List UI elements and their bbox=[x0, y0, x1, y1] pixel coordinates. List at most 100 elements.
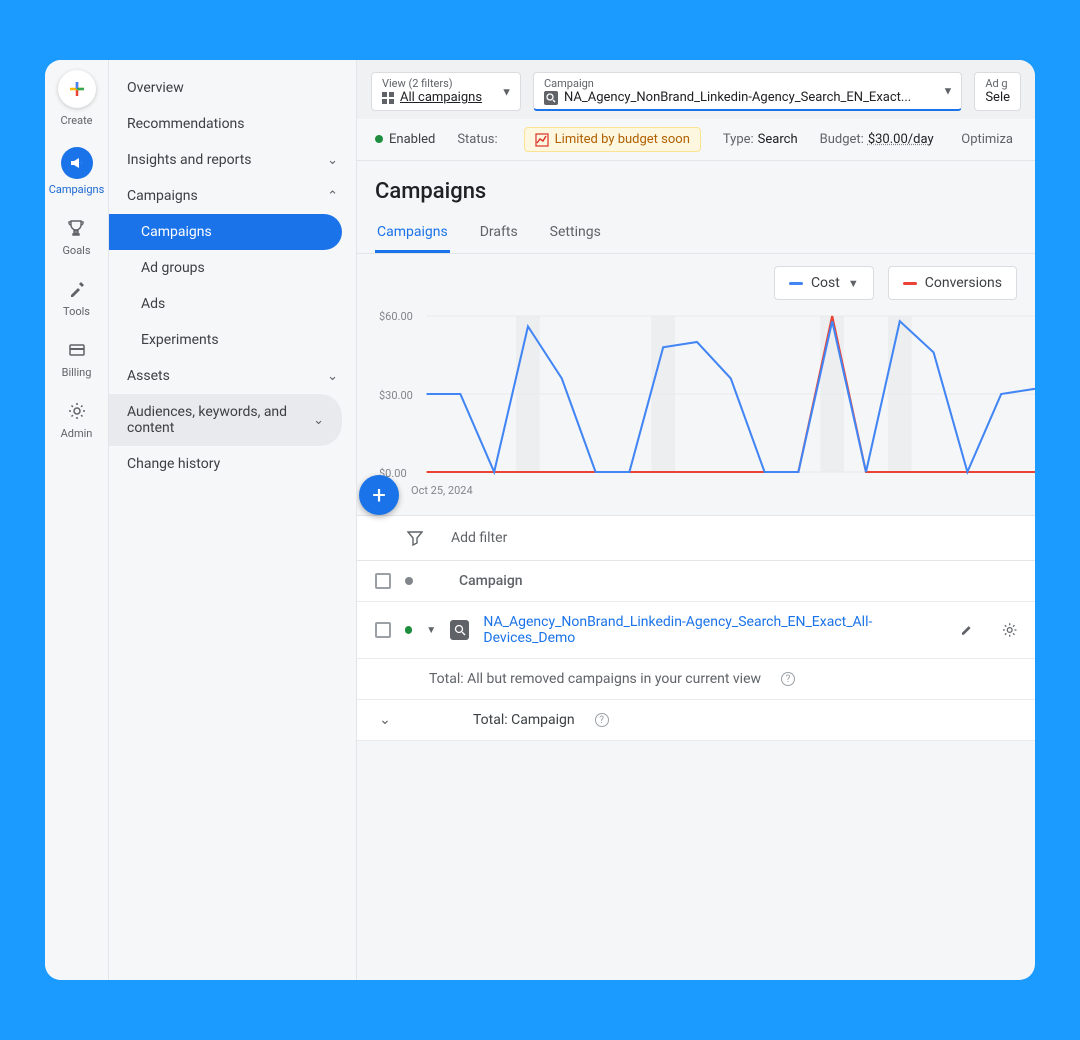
total-campaign-label: Total: Campaign bbox=[473, 712, 575, 728]
nav-experiments[interactable]: Experiments bbox=[109, 322, 356, 358]
caret-down-icon: ▼ bbox=[942, 85, 953, 98]
select-all-checkbox[interactable] bbox=[375, 573, 391, 589]
filter-icon bbox=[407, 530, 423, 546]
grid-icon bbox=[382, 92, 394, 104]
scope-selectors: View (2 filters) All campaigns ▼ Campaig… bbox=[357, 60, 1035, 119]
cost-metric-chip[interactable]: Cost ▼ bbox=[774, 266, 874, 300]
chart-warn-icon bbox=[535, 133, 549, 147]
y-axis: $60.00 $30.00 $0.00 bbox=[379, 310, 413, 480]
rail-campaigns-label: Campaigns bbox=[49, 183, 105, 196]
gear-icon bbox=[65, 399, 89, 423]
table-row: ▼ NA_Agency_NonBrand_Linkedin-Agency_Sea… bbox=[357, 602, 1035, 659]
caret-down-icon: ▼ bbox=[501, 85, 512, 98]
status-dropdown[interactable]: ▼ bbox=[426, 625, 436, 636]
nav-assets[interactable]: Assets⌄ bbox=[109, 358, 356, 394]
add-filter-label: Add filter bbox=[451, 530, 507, 546]
nav-audiences[interactable]: Audiences, keywords, and content⌄ bbox=[109, 394, 342, 446]
table-header-row: Campaign bbox=[357, 561, 1035, 602]
plus-icon bbox=[58, 70, 96, 108]
nav-overview[interactable]: Overview bbox=[109, 70, 356, 106]
help-icon[interactable]: ? bbox=[595, 713, 609, 727]
tools-icon bbox=[65, 277, 89, 301]
edit-icon[interactable] bbox=[960, 623, 973, 637]
status-bar: Enabled Status: Limited by budget soon T… bbox=[357, 119, 1035, 161]
sidebar: Overview Recommendations Insights and re… bbox=[109, 60, 357, 980]
campaigns-table: Campaign ▼ NA_Agency_NonBrand_Linkedin-A… bbox=[357, 560, 1035, 741]
search-type-icon bbox=[450, 620, 469, 640]
conversions-swatch bbox=[903, 282, 917, 285]
conversions-label: Conversions bbox=[925, 275, 1002, 291]
nav-ads[interactable]: Ads bbox=[109, 286, 356, 322]
col-campaign[interactable]: Campaign bbox=[459, 573, 523, 589]
app-window: Create Campaigns Goals Tools Billing bbox=[45, 60, 1035, 980]
add-fab[interactable]: + bbox=[359, 475, 399, 515]
campaign-selector[interactable]: Campaign NA_Agency_NonBrand_Linkedin-Age… bbox=[533, 72, 962, 111]
rail-tools-label: Tools bbox=[63, 305, 90, 318]
campaign-label: Campaign bbox=[544, 77, 951, 90]
megaphone-icon bbox=[61, 147, 93, 179]
cost-label: Cost bbox=[811, 275, 840, 291]
tab-settings[interactable]: Settings bbox=[548, 214, 603, 253]
optimization-kv: Optimiza bbox=[961, 132, 1017, 147]
view-value: All campaigns bbox=[400, 90, 482, 105]
tab-drafts[interactable]: Drafts bbox=[478, 214, 520, 253]
nav-campaigns-group[interactable]: Campaigns⌃ bbox=[109, 178, 356, 214]
status-dot-green bbox=[405, 626, 413, 634]
rail-campaigns[interactable]: Campaigns bbox=[49, 147, 105, 196]
chevron-down-icon: ⌄ bbox=[313, 413, 324, 428]
type-kv: Type:Search bbox=[723, 132, 798, 147]
search-icon bbox=[544, 91, 558, 105]
status-header-icon bbox=[405, 577, 413, 585]
status-kv: Status: bbox=[457, 132, 501, 147]
metric-selectors: Cost ▼ Conversions bbox=[357, 254, 1035, 312]
chart-area: $60.00 $30.00 $0.00 Oct 25, 2024 + bbox=[357, 312, 1035, 501]
rail-admin-label: Admin bbox=[61, 427, 93, 440]
page-title: Campaigns bbox=[375, 179, 1017, 204]
trophy-icon bbox=[64, 216, 88, 240]
expand-icon[interactable]: ⌄ bbox=[375, 712, 395, 728]
row-checkbox[interactable] bbox=[375, 622, 391, 638]
filter-row[interactable]: Add filter bbox=[357, 515, 1035, 560]
total-all-row: Total: All but removed campaigns in your… bbox=[357, 659, 1035, 700]
left-rail: Create Campaigns Goals Tools Billing bbox=[45, 60, 109, 980]
rail-goals[interactable]: Goals bbox=[62, 216, 90, 257]
nav-adgroups[interactable]: Ad groups bbox=[109, 250, 356, 286]
nav-changehistory[interactable]: Change history bbox=[109, 446, 356, 482]
rail-goals-label: Goals bbox=[62, 244, 90, 257]
tabs: Campaigns Drafts Settings bbox=[357, 210, 1035, 254]
chevron-down-icon: ⌄ bbox=[327, 369, 338, 384]
total-all-label: Total: All but removed campaigns in your… bbox=[429, 671, 761, 687]
rail-billing-label: Billing bbox=[62, 366, 92, 379]
budget-kv[interactable]: Budget:$30.00/day bbox=[820, 132, 934, 147]
green-dot-icon bbox=[375, 135, 383, 143]
adgroup-value: Sele bbox=[985, 90, 1010, 105]
cost-swatch bbox=[789, 282, 803, 285]
enabled-status: Enabled bbox=[375, 132, 435, 147]
gear-icon[interactable] bbox=[1002, 622, 1017, 638]
budget-warning[interactable]: Limited by budget soon bbox=[524, 127, 701, 152]
rail-tools[interactable]: Tools bbox=[63, 277, 90, 318]
adgroup-selector[interactable]: Ad g Sele bbox=[974, 72, 1021, 111]
caret-down-icon: ▼ bbox=[848, 277, 859, 290]
conversions-metric-chip[interactable]: Conversions bbox=[888, 266, 1017, 300]
campaign-link[interactable]: NA_Agency_NonBrand_Linkedin-Agency_Searc… bbox=[483, 614, 946, 646]
nav-recommendations[interactable]: Recommendations bbox=[109, 106, 356, 142]
tab-campaigns[interactable]: Campaigns bbox=[375, 214, 450, 253]
total-campaign-row: ⌄ Total: Campaign ? bbox=[357, 700, 1035, 741]
create-label: Create bbox=[60, 114, 92, 127]
rail-billing[interactable]: Billing bbox=[62, 338, 92, 379]
line-chart bbox=[375, 312, 1035, 482]
chevron-up-icon: ⌃ bbox=[327, 189, 338, 204]
card-icon bbox=[65, 338, 89, 362]
nav-campaigns[interactable]: Campaigns bbox=[109, 214, 342, 250]
view-selector[interactable]: View (2 filters) All campaigns ▼ bbox=[371, 72, 521, 111]
nav-insights[interactable]: Insights and reports⌄ bbox=[109, 142, 356, 178]
help-icon[interactable]: ? bbox=[781, 672, 795, 686]
main-content: View (2 filters) All campaigns ▼ Campaig… bbox=[357, 60, 1035, 980]
rail-admin[interactable]: Admin bbox=[61, 399, 93, 440]
budget-warning-text: Limited by budget soon bbox=[555, 132, 690, 147]
page-header: Campaigns bbox=[357, 161, 1035, 210]
view-label: View (2 filters) bbox=[382, 77, 510, 90]
x-axis-label: Oct 25, 2024 bbox=[411, 482, 1035, 497]
create-button[interactable]: Create bbox=[58, 70, 96, 127]
